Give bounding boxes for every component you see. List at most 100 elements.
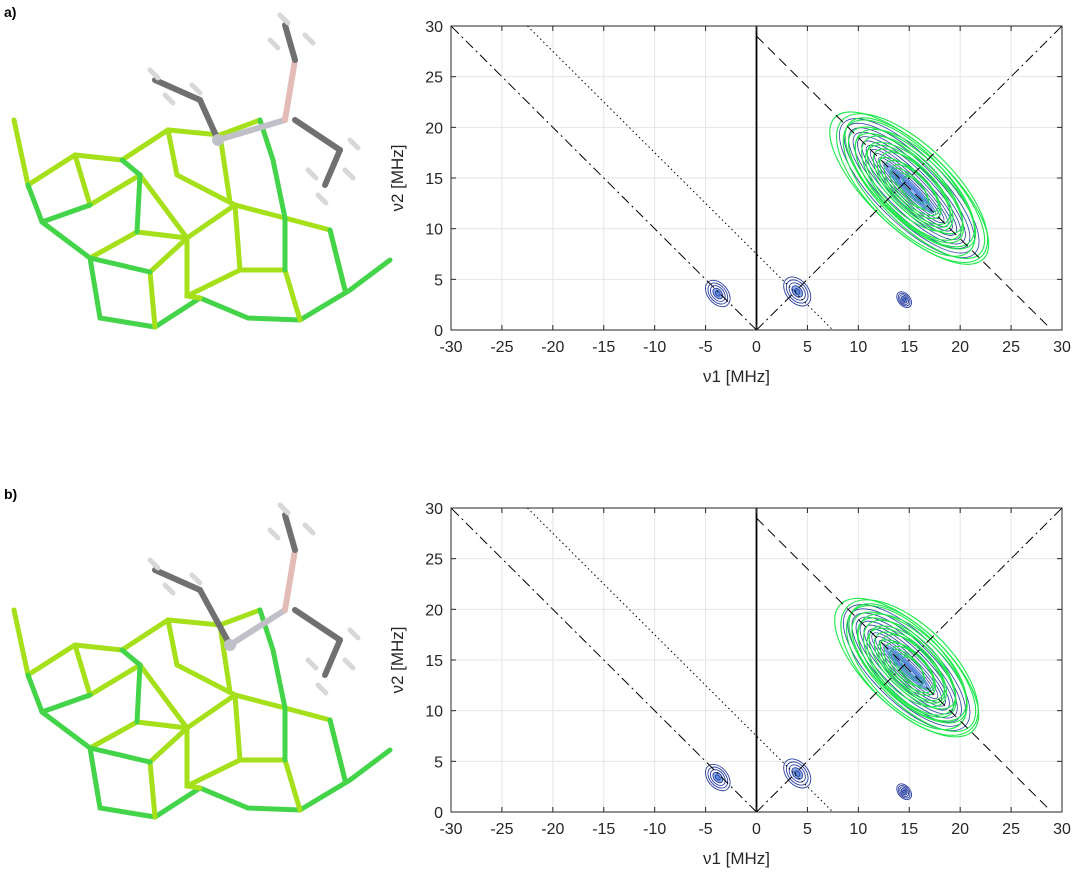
lattice-bond bbox=[72, 152, 348, 293]
hydrogen-bond bbox=[342, 167, 356, 181]
x-axis-label: ν1 [MHz] bbox=[703, 367, 770, 386]
contour-blue bbox=[785, 279, 809, 304]
lattice-bond bbox=[72, 642, 348, 783]
hydrogen-bond bbox=[315, 682, 329, 696]
contour-blue bbox=[897, 292, 911, 307]
ligand-bond bbox=[197, 587, 233, 648]
x-tick-label: -5 bbox=[698, 821, 712, 838]
y-tick-label: 20 bbox=[425, 120, 443, 137]
hydrogen-bond bbox=[347, 627, 361, 641]
y-tick-label: 25 bbox=[425, 70, 443, 87]
y-tick-label: 0 bbox=[434, 805, 443, 822]
hydrogen-bond bbox=[189, 572, 203, 586]
contour-blue bbox=[714, 290, 721, 297]
lattice-bond bbox=[165, 127, 303, 323]
lattice-bond bbox=[217, 132, 233, 205]
contour-green bbox=[891, 164, 939, 213]
hydrogen-bond bbox=[147, 557, 161, 571]
contour-green bbox=[835, 113, 989, 264]
y-tick-label: 0 bbox=[434, 323, 443, 340]
contour-green bbox=[857, 613, 968, 722]
lattice-bond bbox=[327, 717, 348, 783]
lattice-bond bbox=[327, 227, 348, 293]
x-tick-label: 25 bbox=[1002, 339, 1020, 356]
lattice-bond bbox=[39, 202, 93, 225]
x-tick-label: 0 bbox=[752, 339, 761, 356]
contour-green bbox=[866, 141, 964, 235]
ligand-bond bbox=[215, 117, 288, 143]
x-tick-label: -25 bbox=[490, 339, 513, 356]
ligand-bond bbox=[282, 22, 298, 63]
lattice-bond bbox=[87, 745, 153, 765]
y-axis-label: ν2 [MHz] bbox=[388, 144, 407, 211]
x-tick-label: -30 bbox=[439, 339, 462, 356]
lattice-bond bbox=[165, 617, 303, 813]
lattice-bond bbox=[257, 117, 288, 221]
ligand-bond bbox=[322, 147, 343, 188]
y-tick-label: 10 bbox=[425, 222, 443, 239]
x-axis-label: ν1 [MHz] bbox=[703, 849, 770, 868]
hydrogen-bond bbox=[305, 167, 319, 181]
contour-green bbox=[872, 148, 952, 228]
x-tick-label: -5 bbox=[698, 339, 712, 356]
x-tick-label: -25 bbox=[490, 821, 513, 838]
lattice-bond bbox=[147, 235, 190, 330]
molecule-a bbox=[11, 12, 393, 330]
x-tick-label: 10 bbox=[849, 339, 867, 356]
lattice-bond bbox=[25, 182, 393, 330]
lattice-bond bbox=[119, 157, 143, 235]
contour-layer bbox=[451, 26, 1062, 330]
x-tick-label: -10 bbox=[643, 339, 666, 356]
x-tick-label: 20 bbox=[951, 339, 969, 356]
panel-label-b: b) bbox=[4, 486, 18, 502]
y-tick-label: 15 bbox=[425, 171, 443, 188]
contour-blue bbox=[788, 764, 806, 783]
contour-green bbox=[868, 625, 957, 710]
hydrogen-bond bbox=[347, 137, 361, 151]
contour-green bbox=[883, 160, 941, 217]
contour-green bbox=[844, 117, 986, 260]
hydrogen-bond bbox=[267, 37, 281, 51]
lattice-bond bbox=[184, 757, 243, 789]
contour-green bbox=[854, 128, 976, 248]
ligand-bond bbox=[282, 547, 298, 613]
x-tick-label: 10 bbox=[849, 821, 867, 838]
y-tick-label: 5 bbox=[434, 272, 443, 289]
hydrogen-bond bbox=[305, 657, 319, 671]
ligand-bond bbox=[292, 117, 343, 153]
y-tick-label: 5 bbox=[434, 754, 443, 771]
x-tick-label: -10 bbox=[643, 821, 666, 838]
y-tick-label: 25 bbox=[425, 552, 443, 569]
reference-line-dash-dot bbox=[756, 508, 1062, 812]
y-tick-label: 30 bbox=[425, 501, 443, 518]
panel-label-a: a) bbox=[4, 4, 17, 20]
x-tick-label: 30 bbox=[1053, 339, 1071, 356]
hydrogen-bond bbox=[342, 657, 356, 671]
reference-line-dash-dot bbox=[451, 26, 757, 330]
lattice-bond bbox=[87, 255, 153, 275]
x-tick-label: 30 bbox=[1053, 821, 1071, 838]
contour-blue bbox=[785, 761, 809, 786]
contour-blue bbox=[899, 786, 910, 797]
contour-blue bbox=[705, 763, 731, 792]
contour-blue bbox=[714, 774, 721, 781]
y-tick-label: 20 bbox=[425, 602, 443, 619]
x-tick-label: 25 bbox=[1002, 821, 1020, 838]
y-tick-label: 10 bbox=[425, 704, 443, 721]
lattice-bond bbox=[147, 725, 190, 820]
lattice-bond bbox=[217, 622, 233, 695]
x-tick-label: 20 bbox=[951, 821, 969, 838]
contour-blue bbox=[783, 758, 812, 789]
reference-line-dashed bbox=[756, 35, 1053, 330]
ligand-bond bbox=[152, 77, 203, 103]
metal-atom bbox=[224, 639, 236, 651]
x-tick-label: 15 bbox=[900, 821, 918, 838]
reference-line-dashed bbox=[756, 517, 1053, 812]
ligand-bond bbox=[197, 97, 221, 143]
contour-blue bbox=[899, 294, 910, 305]
molecule-b bbox=[11, 502, 393, 820]
hydrogen-bond bbox=[189, 82, 203, 96]
hydrogen-bond bbox=[162, 582, 176, 596]
contour-blue bbox=[896, 783, 912, 801]
contour-blue bbox=[709, 769, 726, 786]
